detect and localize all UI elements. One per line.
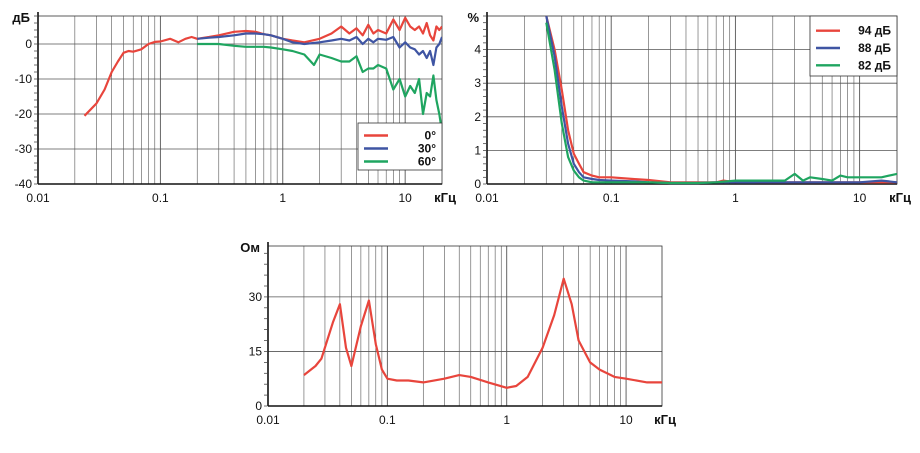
- y-axis-label: дБ: [12, 10, 30, 25]
- legend: 0°30°60°: [357, 122, 443, 171]
- y-tick-label: -10: [15, 72, 33, 86]
- x-tick-label: 10: [619, 413, 633, 427]
- x-tick-label: 10: [853, 191, 867, 205]
- y-tick-label: -30: [15, 142, 33, 156]
- y-tick-label: 0: [255, 399, 262, 413]
- x-axis-label: кГц: [654, 412, 676, 427]
- x-tick-label: 0.1: [603, 191, 620, 205]
- series-line-1: [303, 277, 662, 389]
- x-axis-label: кГц: [434, 190, 456, 205]
- legend-entry: 30°: [418, 142, 436, 156]
- chart-distortion: 0 1 2 3 4 0.01 0.1 1 10% кГц 94 дБ 88 дБ 82 дБ: [467, 10, 911, 205]
- series-line-3: [545, 22, 897, 185]
- y-tick-label: -40: [15, 177, 33, 191]
- legend-entry: 82 дБ: [858, 58, 891, 72]
- x-tick-label: 10: [398, 191, 412, 205]
- x-axis-label: кГц: [889, 190, 911, 205]
- legend-entry: 60°: [418, 155, 436, 169]
- x-tick-label: 1: [503, 413, 510, 427]
- x-tick-label: 1: [279, 191, 286, 205]
- y-tick-label: 3: [474, 76, 481, 90]
- x-tick-label: 0.1: [379, 413, 396, 427]
- y-tick-label: 0: [25, 37, 32, 51]
- x-tick-label: 0.1: [152, 191, 169, 205]
- y-tick-label: 30: [249, 290, 263, 304]
- y-tick-label: 15: [249, 344, 263, 358]
- x-tick-label: 0.01: [475, 191, 499, 205]
- series-line-3: [197, 42, 442, 132]
- y-tick-label: 2: [474, 110, 481, 124]
- y-axis-label: Ом: [240, 240, 260, 255]
- x-tick-label: 1: [732, 191, 739, 205]
- legend-entry: 88 дБ: [858, 41, 891, 55]
- legend-entry: 94 дБ: [858, 24, 891, 38]
- chart-frequency_response: 0 -10 -20 -30 -400.01 0.1 1 10 дБ кГц 0°30°60°: [12, 10, 456, 205]
- chart-impedance: 0 15 30 0.01 0.1 1 10 Ом кГц: [240, 240, 676, 427]
- y-tick-label: -20: [15, 107, 33, 121]
- legend: 94 дБ 88 дБ 82 дБ: [809, 15, 898, 77]
- y-tick-label: 0: [474, 177, 481, 191]
- legend-entry: 0°: [425, 129, 437, 143]
- x-tick-label: 0.01: [26, 191, 50, 205]
- y-tick-label: 1: [474, 143, 481, 157]
- x-tick-label: 0.01: [256, 413, 280, 427]
- series-line-2: [197, 32, 442, 67]
- grid-lines: [268, 246, 662, 407]
- plot-frame: [267, 245, 663, 407]
- series-line-1: [83, 16, 442, 117]
- y-tick-label: 4: [474, 43, 481, 57]
- y-axis-label: %: [467, 10, 479, 25]
